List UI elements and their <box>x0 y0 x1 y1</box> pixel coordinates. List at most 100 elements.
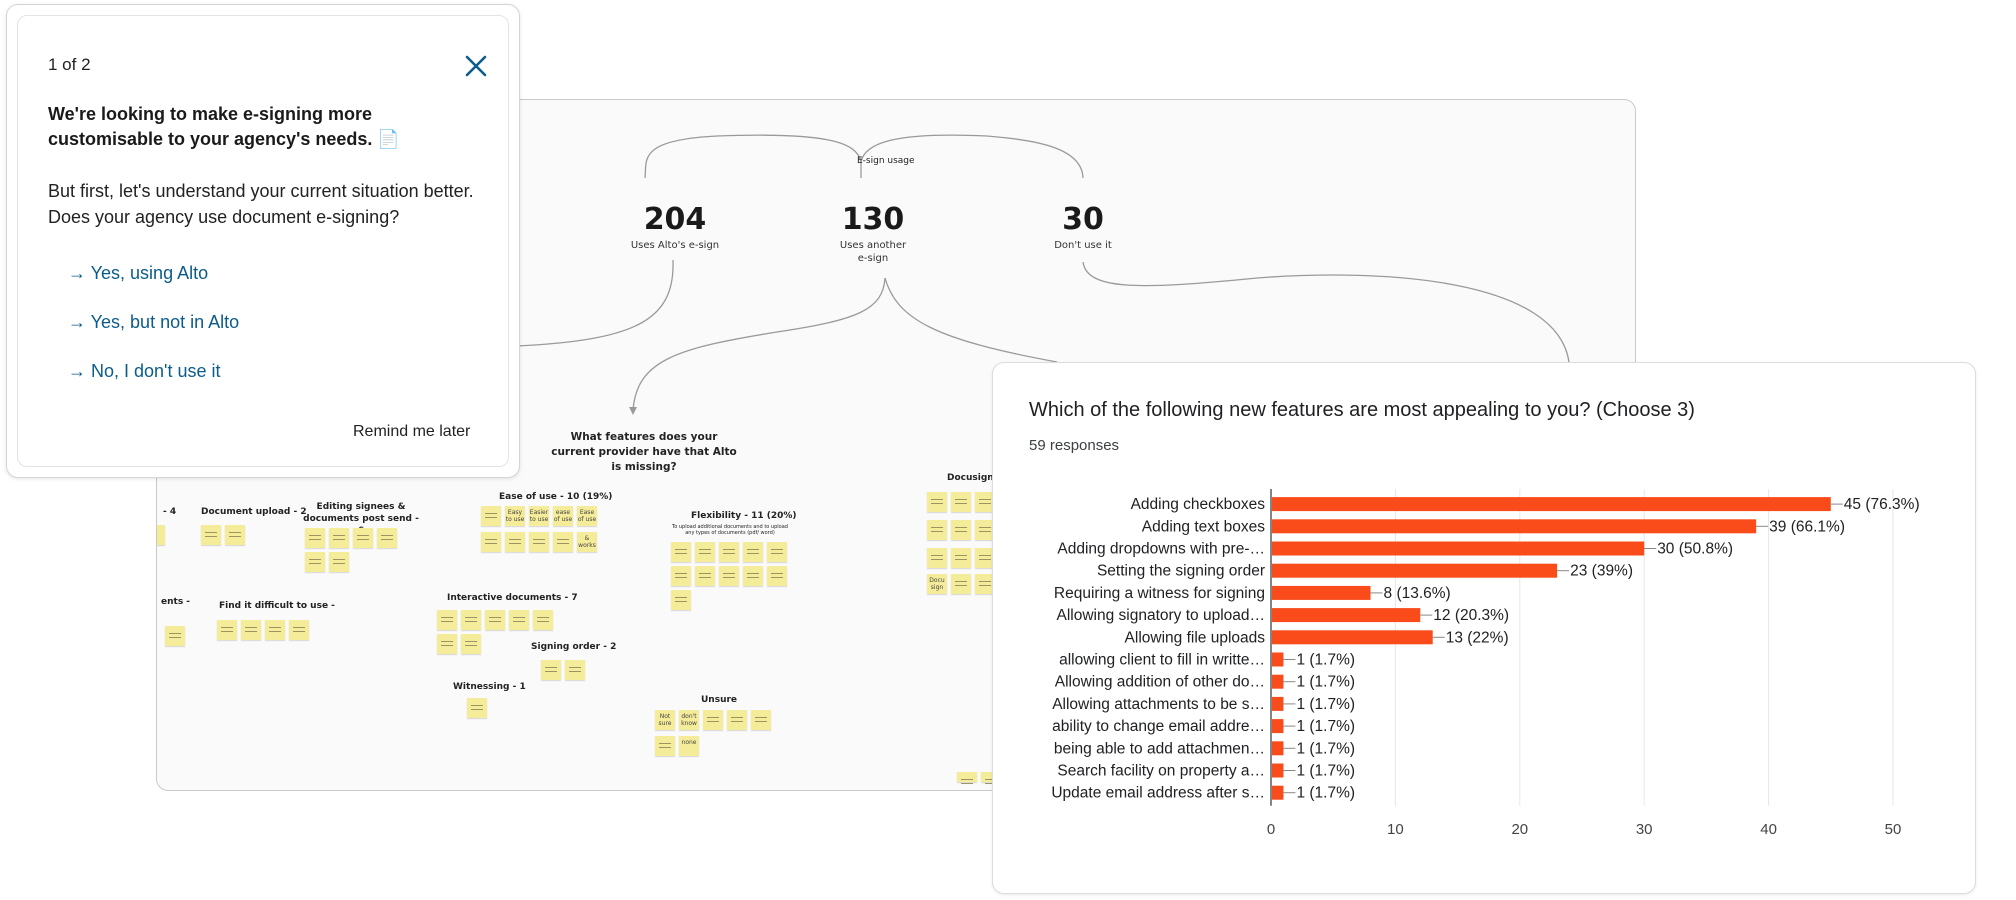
x-tick-label: 30 <box>1636 821 1653 838</box>
sticky-note <box>481 506 501 526</box>
sticky-note <box>703 710 723 730</box>
sticky-note <box>719 566 739 586</box>
data-label: 8 (13.6%) <box>1384 585 1451 602</box>
sticky-note <box>927 520 947 540</box>
stat-alto-caption: Uses Alto's e-sign <box>630 240 720 251</box>
option-no[interactable]: → No, I don't use it <box>68 361 221 381</box>
category-label: Requiring a witness for signing <box>1054 585 1265 602</box>
x-tick-label: 40 <box>1760 821 1777 838</box>
bar <box>1272 541 1645 556</box>
option-yes-alto[interactable]: → Yes, using Alto <box>68 263 209 283</box>
chart-title: Which of the following new features are … <box>1029 399 1695 421</box>
stat-alto: 204 Uses Alto's e-sign <box>619 202 731 252</box>
sticky-note <box>975 520 995 540</box>
popup-question: But first, let's understand your current… <box>48 181 474 227</box>
data-label: 45 (76.3%) <box>1844 496 1920 513</box>
sticky-note-text: none <box>679 736 699 756</box>
sticky-note <box>671 590 691 610</box>
sticky-note-text: Easier to use <box>529 506 549 526</box>
bar <box>1272 763 1284 778</box>
popup-title: We're looking to make e-signing more cus… <box>48 104 400 149</box>
data-label: 1 (1.7%) <box>1296 740 1355 757</box>
bar <box>1272 696 1284 711</box>
category-label: Adding text boxes <box>1142 518 1265 535</box>
cluster-label: Docusign - 1 <box>947 473 1010 483</box>
bar <box>1272 585 1371 600</box>
sticky-note <box>695 566 715 586</box>
sticky-note <box>951 492 971 512</box>
sticky-note <box>695 542 715 562</box>
data-label: 1 (1.7%) <box>1296 718 1355 735</box>
x-tick-label: 20 <box>1511 821 1528 838</box>
survey-popup: 1 of 2 We're looking to make e-signing m… <box>17 15 509 467</box>
sticky-note <box>553 532 573 552</box>
stat-other: 130 Uses another e-sign <box>837 202 909 265</box>
category-label: Allowing addition of other do… <box>1055 674 1265 691</box>
bar <box>1272 674 1284 689</box>
sticky-note <box>975 574 995 594</box>
close-icon[interactable] <box>462 52 490 80</box>
sticky-note <box>975 548 995 568</box>
category-label: Allowing signatory to upload… <box>1056 607 1265 624</box>
stat-other-value: 130 <box>841 202 905 237</box>
sticky-note-text: Not sure <box>655 710 675 730</box>
x-tick-label: 10 <box>1387 821 1404 838</box>
category-label: Setting the signing order <box>1097 563 1265 580</box>
sticky-note <box>957 772 977 784</box>
sticky-note <box>201 525 221 545</box>
cluster-label: Document upload - 2 <box>201 507 307 517</box>
sticky-note <box>485 610 505 630</box>
sticky-note <box>225 525 245 545</box>
data-label: 23 (39%) <box>1570 563 1633 580</box>
bar-chart: 0 10 20 30 40 50 Adding checkboxes 45 (76.3%) Ad… <box>1051 489 1920 838</box>
sticky-note <box>377 528 397 548</box>
cluster-label: Witnessing - 1 <box>453 682 526 692</box>
bar <box>1272 497 1831 512</box>
category-label: Adding checkboxes <box>1131 496 1266 513</box>
sticky-note <box>671 542 691 562</box>
sticky-note <box>289 620 309 640</box>
sticky-note <box>951 520 971 540</box>
sticky-note <box>509 610 529 630</box>
category-label: allowing client to fill in writte… <box>1059 652 1265 669</box>
sticky-note <box>951 548 971 568</box>
bar <box>1272 608 1421 623</box>
sticky-note <box>165 626 185 646</box>
sticky-note <box>727 710 747 730</box>
data-label: 13 (22%) <box>1446 629 1509 646</box>
data-label: 1 (1.7%) <box>1296 785 1355 802</box>
sticky-note <box>265 620 285 640</box>
option-yes-not-alto[interactable]: → Yes, but not in Alto <box>68 312 240 332</box>
sticky-note <box>671 566 691 586</box>
sticky-note <box>927 548 947 568</box>
sticky-note-text: ease of use <box>553 506 573 526</box>
flex-note: To upload additional documents and to up… <box>672 524 788 536</box>
sticky-note <box>719 542 739 562</box>
stat-none-caption: Don't use it <box>1054 240 1112 251</box>
root-label: E-sign usage <box>857 156 915 166</box>
data-label: 1 (1.7%) <box>1296 652 1355 669</box>
data-label: 30 (50.8%) <box>1657 541 1733 558</box>
sticky-note <box>541 660 561 680</box>
sticky-note-text: Ease of use <box>577 506 597 526</box>
sticky-note <box>981 772 1001 784</box>
sticky-note <box>461 634 481 654</box>
data-label: 1 (1.7%) <box>1296 763 1355 780</box>
remind-later-button[interactable]: Remind me later <box>353 423 471 440</box>
step-counter: 1 of 2 <box>48 55 91 74</box>
cluster-label: Unsure <box>701 695 738 705</box>
sticky-note <box>505 532 525 552</box>
sticky-note-text: don't know <box>679 710 699 730</box>
sticky-note <box>305 552 325 572</box>
sticky-note <box>157 525 165 545</box>
sticky-note <box>767 566 787 586</box>
sticky-note <box>767 542 787 562</box>
data-label: 39 (66.1%) <box>1769 518 1845 535</box>
sticky-note <box>467 698 487 718</box>
bar <box>1272 652 1284 667</box>
bar <box>1272 719 1284 734</box>
sticky-note <box>329 528 349 548</box>
data-label: 1 (1.7%) <box>1296 696 1355 713</box>
bar <box>1272 785 1284 800</box>
sticky-note <box>529 532 549 552</box>
